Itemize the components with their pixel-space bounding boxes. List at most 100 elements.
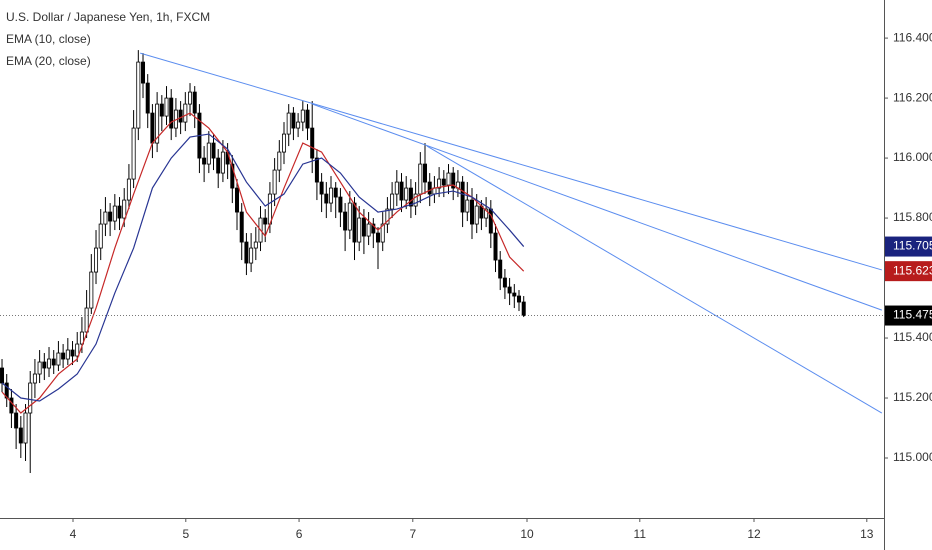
candle-body — [145, 82, 150, 114]
candle-body — [338, 196, 343, 213]
candle-body — [507, 286, 512, 294]
candle-body — [216, 157, 221, 174]
candle-body — [65, 349, 70, 360]
candle-body — [282, 133, 287, 153]
candle-body — [239, 211, 244, 243]
price-label-box — [885, 261, 932, 282]
candle-body — [9, 397, 14, 414]
candle-body — [272, 169, 277, 195]
candle-body — [286, 112, 291, 135]
candle-body — [230, 163, 235, 189]
candle-body — [517, 295, 522, 303]
candle-body — [112, 205, 117, 222]
candle-body — [305, 109, 310, 129]
candle-body — [75, 343, 80, 357]
candle-body — [18, 427, 23, 444]
x-tick-label: 6 — [296, 527, 303, 541]
candle-body — [277, 151, 282, 171]
candle-body — [89, 271, 94, 309]
candle-body — [42, 361, 47, 369]
candle-body — [108, 211, 113, 222]
candle-body — [206, 142, 211, 165]
candle-body — [357, 217, 362, 243]
candle-body — [28, 382, 33, 414]
candle-body — [32, 373, 37, 384]
candle-body — [117, 205, 122, 219]
candle-body — [263, 217, 268, 225]
candle-body — [399, 181, 404, 201]
candle-body — [441, 178, 446, 186]
candle-body — [0, 367, 5, 384]
ema-line — [1, 112, 525, 414]
price-label-box — [885, 305, 932, 326]
candle-body — [324, 193, 329, 204]
candle-body — [122, 199, 127, 219]
x-tick-label: 4 — [70, 527, 77, 541]
candle-body — [446, 172, 451, 186]
candle-body — [352, 202, 357, 243]
candle-body — [178, 109, 183, 123]
x-tick-label: 7 — [409, 527, 416, 541]
candle-body — [314, 157, 319, 183]
candle-body — [418, 163, 423, 195]
candle-body — [159, 103, 164, 117]
x-tick-label: 5 — [182, 527, 189, 541]
candle-body — [460, 181, 465, 213]
candle-body — [23, 412, 28, 444]
candle-body — [385, 208, 390, 225]
candle-body — [296, 121, 301, 129]
ema-line — [1, 133, 525, 402]
candle-body — [51, 358, 56, 366]
candle-body — [79, 331, 84, 345]
candle-body — [408, 187, 413, 207]
candle-body — [470, 199, 475, 225]
candle-body — [366, 223, 371, 237]
candle-body — [300, 109, 305, 123]
candle-body — [484, 208, 489, 219]
candle-body — [380, 223, 385, 243]
x-tick-label: 10 — [520, 527, 534, 541]
candle-body — [150, 112, 155, 144]
candle-body — [169, 97, 174, 129]
x-tick-label: 13 — [860, 527, 874, 541]
y-tick-label: 115.000 — [893, 450, 932, 464]
y-tick-label: 116.400 — [893, 30, 932, 44]
candle-body — [343, 211, 348, 231]
candle-body — [465, 199, 470, 213]
candle-body — [61, 352, 66, 360]
candle-body — [37, 361, 42, 375]
candle-body — [155, 103, 160, 144]
candle-body — [488, 208, 493, 234]
trend-line — [312, 103, 883, 311]
candle-body — [220, 151, 225, 174]
y-tick-label: 115.200 — [893, 390, 932, 404]
trend-line — [140, 52, 882, 271]
price-label: 115.475 — [893, 308, 932, 322]
legend-entry: EMA (10, close) — [6, 32, 91, 46]
candle-body — [183, 103, 188, 123]
candle-body — [192, 91, 197, 114]
candle-body — [502, 277, 507, 288]
y-tick-label: 116.000 — [893, 150, 932, 164]
candle-body — [347, 202, 352, 231]
candle-body — [235, 187, 240, 213]
candle-body — [333, 187, 338, 198]
candle-body — [70, 349, 75, 357]
candle-body — [253, 241, 258, 249]
candle-body — [126, 178, 131, 201]
trend-line — [426, 145, 883, 414]
candle-body — [136, 61, 141, 129]
price-label: 115.705 — [893, 239, 932, 253]
candle-body — [404, 187, 409, 201]
candle-body — [188, 91, 193, 105]
candle-body — [211, 142, 216, 159]
candle-body — [47, 358, 52, 369]
candle-body — [329, 187, 334, 204]
candle-body — [94, 247, 99, 273]
candle-body — [244, 241, 249, 264]
legend-entry: EMA (20, close) — [6, 54, 91, 68]
candle-body — [291, 112, 296, 129]
candle-body — [310, 127, 315, 159]
